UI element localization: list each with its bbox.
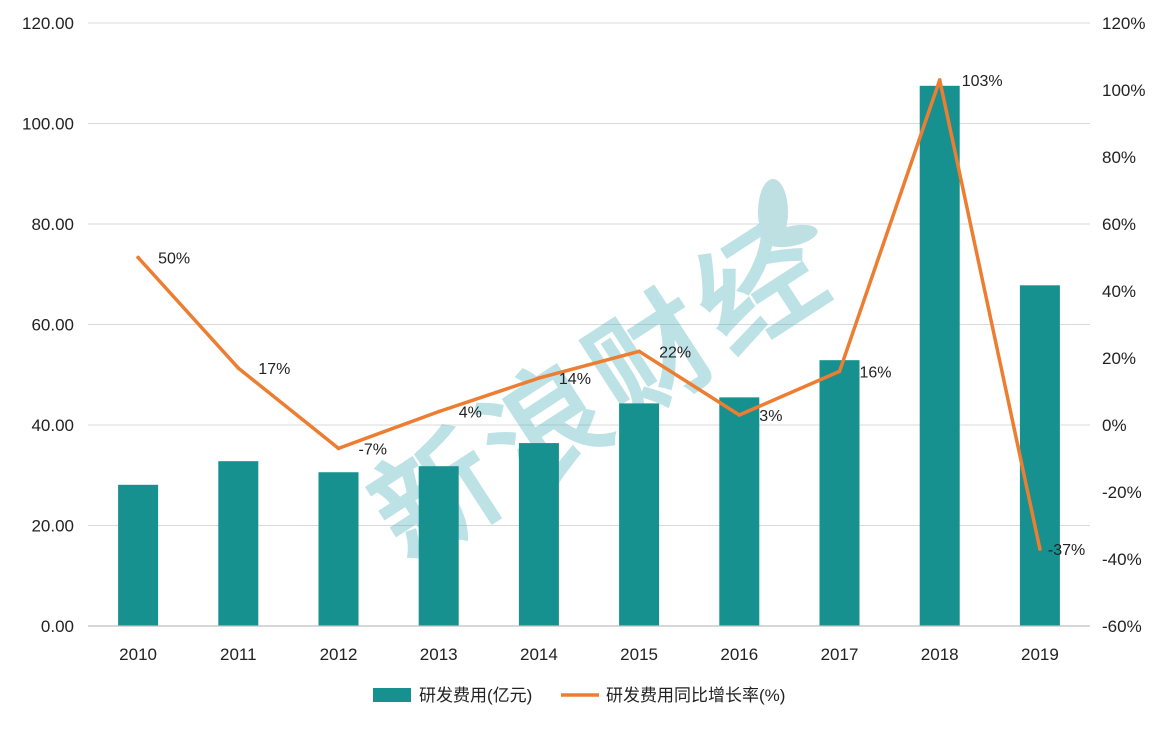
legend: 研发费用(亿元) 研发费用同比增长率(%) (373, 686, 785, 705)
bar-2016 (719, 397, 760, 626)
y-left-tick-label: 120.00 (22, 14, 74, 33)
y-left-tick-label: 80.00 (31, 215, 74, 234)
bar-2017 (819, 360, 860, 626)
growth-data-label: 4% (459, 405, 482, 422)
bar-2018 (919, 85, 960, 626)
legend-label-line: 研发费用同比增长率(%) (606, 686, 785, 705)
y-right-tick-label: 120% (1102, 14, 1145, 33)
x-tick-label: 2013 (420, 645, 458, 664)
y-right-tick-label: -40% (1102, 550, 1142, 569)
growth-data-label: 14% (559, 371, 591, 388)
y-right-tick-label: 20% (1102, 349, 1136, 368)
bar-2013 (418, 466, 459, 626)
x-tick-label: 2018 (921, 645, 959, 664)
x-tick-label: 2019 (1021, 645, 1059, 664)
legend-label-bar: 研发费用(亿元) (419, 686, 532, 705)
growth-point-2013 (436, 409, 441, 414)
x-tick-label: 2011 (220, 645, 257, 664)
bar-2019 (1019, 285, 1060, 626)
y-right-tick-label: 60% (1102, 215, 1136, 234)
y-left-tick-label: 100.00 (22, 115, 74, 134)
y-right-tick-label: 80% (1102, 148, 1136, 167)
growth-point-2016 (737, 413, 742, 417)
y-axis-right: -60% -40% -20% 0% 20% 40% 60% 80% 100% 120% (1102, 14, 1145, 636)
bar-2014 (518, 443, 559, 626)
watermark-leaf-icon (766, 224, 818, 248)
y-right-tick-label: 100% (1102, 81, 1145, 100)
bar-series (118, 85, 1060, 626)
growth-data-label: 50% (158, 251, 190, 268)
growth-point-2019 (1038, 547, 1042, 551)
growth-point-2018 (937, 78, 942, 82)
growth-data-label: 103% (962, 73, 1003, 90)
y-right-tick-label: -60% (1102, 617, 1142, 636)
bar-2015 (619, 403, 660, 626)
growth-data-label: 17% (258, 361, 290, 378)
legend-swatch-bar (373, 688, 411, 702)
y-right-tick-label: 0% (1102, 416, 1127, 435)
y-left-tick-label: 0.00 (41, 617, 74, 636)
x-tick-label: 2016 (720, 645, 758, 664)
bar-2012 (318, 472, 359, 626)
growth-point-2010 (136, 255, 140, 260)
data-labels: 50% 17% -7% 4% 14% 22% 3% 16% 103% -37% (158, 73, 1085, 559)
y-left-tick-label: 20.00 (31, 517, 74, 536)
y-left-tick-label: 40.00 (31, 416, 74, 435)
x-tick-label: 2014 (520, 645, 558, 664)
growth-point-2012 (336, 446, 341, 451)
bar-2010 (118, 484, 159, 626)
growth-point-2015 (637, 349, 641, 354)
growth-data-label: -37% (1048, 542, 1085, 559)
x-tick-label: 2012 (320, 645, 358, 664)
growth-rate-line (136, 78, 1042, 551)
y-right-tick-label: 40% (1102, 282, 1136, 301)
x-tick-label: 2017 (821, 645, 859, 664)
y-right-tick-label: -20% (1102, 483, 1142, 502)
y-axis-left: 0.00 20.00 40.00 60.00 80.00 100.00 120.00 (22, 14, 74, 636)
line-series (136, 78, 1042, 551)
growth-point-2017 (837, 369, 842, 374)
y-left-tick-label: 60.00 (31, 316, 74, 335)
x-tick-labels: 2010 2011 2012 2013 2014 2015 2016 2017 2018 2019 (119, 645, 1059, 664)
x-tick-label: 2010 (119, 645, 157, 664)
growth-data-label: 16% (860, 364, 892, 381)
watermark-leaf-icon (758, 179, 788, 245)
growth-data-label: -7% (359, 441, 387, 458)
growth-point-2011 (236, 366, 241, 370)
growth-data-label: 22% (659, 344, 691, 361)
bar-2011 (218, 461, 259, 626)
x-tick-label: 2015 (620, 645, 658, 664)
growth-point-2014 (537, 376, 541, 380)
growth-data-label: 3% (759, 408, 782, 425)
